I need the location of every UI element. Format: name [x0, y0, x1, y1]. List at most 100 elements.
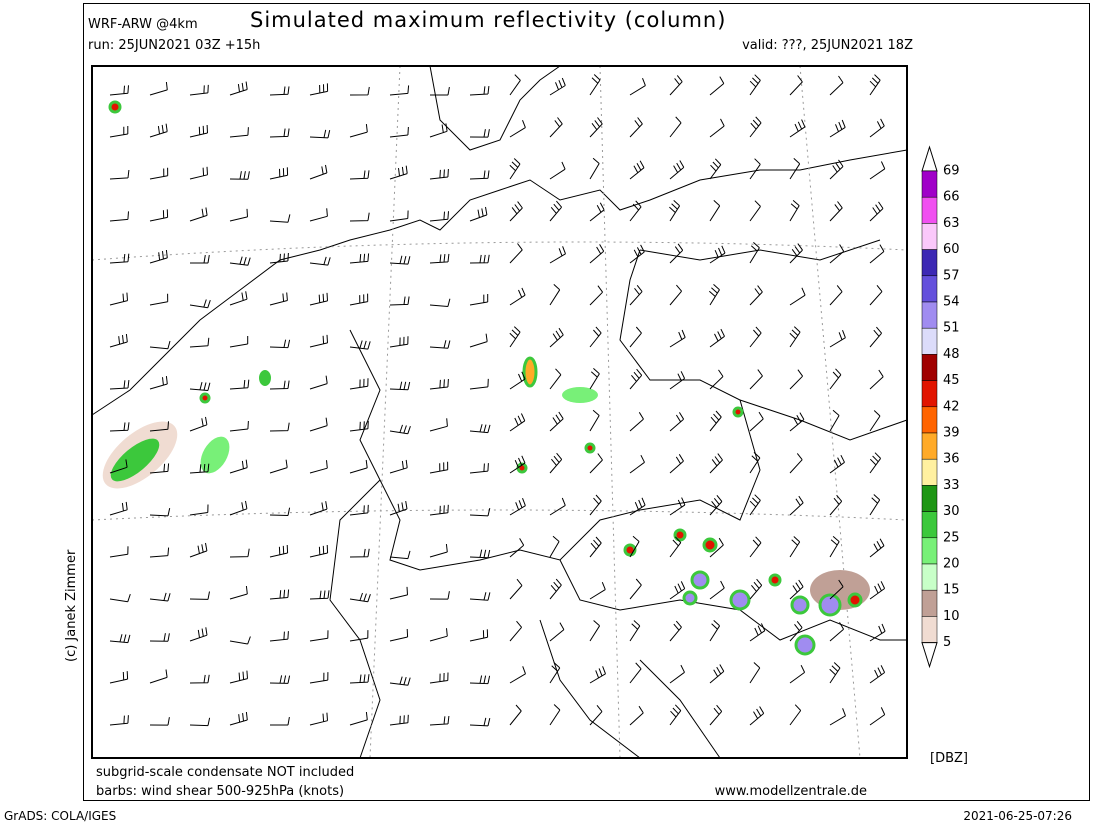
wind-barb: [629, 368, 643, 390]
echo: [110, 438, 160, 482]
wind-barb: [869, 452, 882, 474]
wind-barb: [629, 620, 641, 642]
wind-barb: [109, 593, 131, 603]
wind-barb: [669, 200, 681, 222]
wind-barb: [309, 256, 331, 266]
wind-barb: [629, 244, 645, 264]
wind-barb: [869, 201, 884, 222]
colorbar-label: 45: [943, 373, 960, 388]
wind-barb: [709, 76, 725, 96]
wind-barb: [469, 629, 489, 642]
wind-barb: [349, 592, 371, 603]
wind-barb: [149, 123, 168, 138]
wind-barb: [549, 452, 563, 474]
wind-barb: [469, 592, 491, 601]
wind-barb: [829, 622, 845, 642]
wind-barb: [669, 581, 686, 600]
wind-barb: [669, 160, 685, 180]
coastline: [429, 65, 561, 151]
wind-barb: [509, 498, 526, 516]
credit: (c) Janek Zimmer: [64, 549, 79, 662]
wind-barb: [349, 170, 370, 180]
wind-barb: [109, 634, 131, 644]
wind-barb: [749, 706, 765, 726]
wind-barb: [869, 410, 881, 432]
echo: [199, 392, 211, 404]
borders: [91, 65, 908, 759]
wind-barb: [309, 164, 328, 180]
wind-barb: [309, 672, 329, 684]
wind-barb: [749, 494, 761, 516]
wind-barb: [789, 536, 801, 558]
wind-barb: [789, 495, 804, 516]
wind-barb: [869, 494, 881, 516]
wind-barb: [269, 252, 289, 264]
wind-barb: [589, 620, 601, 642]
wind-barb: [189, 166, 208, 180]
wind-barb: [549, 77, 566, 96]
wind-barb: [589, 202, 605, 222]
colorbar-label: 42: [943, 399, 960, 414]
wind-barb: [749, 116, 762, 138]
wind-barb: [429, 543, 448, 558]
wind-barb: [869, 538, 885, 558]
wind-barb: [349, 711, 368, 726]
wind-barb: [589, 536, 602, 558]
wind-barb: [629, 454, 645, 474]
colorbar-box: [921, 380, 938, 408]
wind-barbs: [109, 74, 886, 727]
wind-barb: [109, 253, 130, 264]
wind-barb: [669, 243, 684, 264]
map: [91, 65, 908, 759]
wind-barb: [269, 339, 291, 349]
echo: [768, 573, 782, 587]
wind-barb: [829, 454, 845, 474]
wind-barb: [429, 211, 449, 222]
wind-barb: [869, 284, 883, 306]
wind-barb: [789, 75, 803, 96]
colorbar-box: [921, 301, 938, 329]
wind-barb: [309, 501, 328, 516]
colorbar-label: 66: [943, 190, 960, 205]
wind-barb: [549, 578, 562, 600]
colorbar-label: 20: [943, 557, 960, 572]
wind-barb: [189, 627, 208, 642]
wind-barb: [829, 75, 844, 96]
wind-barb: [869, 161, 886, 180]
colorbar-box: [921, 354, 938, 381]
timestamp: 2021-06-25-07:26: [963, 809, 1072, 823]
wind-barb: [589, 453, 603, 474]
model-label: WRF-ARW @4km: [88, 17, 198, 32]
wind-barb: [829, 244, 845, 264]
wind-barb: [309, 712, 328, 726]
wind-barb: [629, 200, 642, 222]
wind-barb: [269, 507, 291, 516]
wind-barb: [709, 453, 723, 474]
echo: [729, 589, 751, 611]
wind-barb: [709, 664, 725, 684]
colorbar-box: [921, 196, 938, 224]
wind-barb: [269, 589, 290, 600]
wind-barb: [429, 168, 449, 180]
wind-barb: [669, 620, 682, 642]
wind-barb: [789, 287, 806, 306]
wind-barb: [589, 368, 600, 390]
map-frame: [91, 65, 908, 759]
wind-barb: [429, 340, 451, 349]
wind-barb: [829, 579, 844, 600]
wind-barb: [189, 504, 209, 516]
wind-barb: [549, 284, 561, 306]
wind-barb: [229, 670, 248, 684]
wind-barb: [309, 292, 328, 306]
wind-barb: [269, 675, 291, 684]
wind-barb: [309, 334, 328, 348]
wind-barb: [509, 371, 526, 390]
wind-barb: [469, 463, 489, 474]
wind-barb: [149, 376, 168, 390]
wind-barb: [669, 329, 686, 348]
wind-barb: [349, 212, 370, 222]
echo: [623, 543, 637, 557]
wind-barb: [269, 128, 290, 138]
wind-barb: [309, 460, 328, 474]
wind-barb: [269, 459, 288, 474]
